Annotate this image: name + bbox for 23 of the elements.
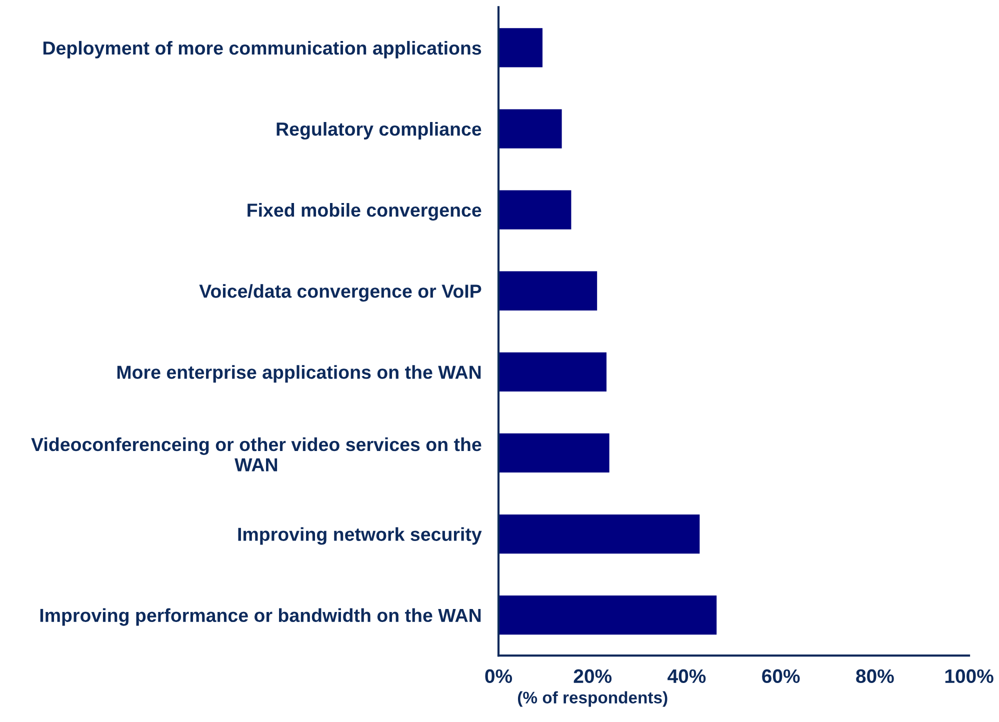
x-tick-label: 80% (856, 669, 894, 684)
bar (498, 432, 611, 474)
y-tick-label: Improving performance or bandwidth on the WAN (40, 608, 481, 626)
x-tick-label: 100% (945, 669, 994, 684)
y-tick-label: Fixed mobile convergence (248, 203, 482, 221)
y-tick-label: Voice/data convergence or VoIP (199, 284, 482, 302)
bar (498, 350, 608, 393)
x-tick-label: 60% (762, 669, 800, 684)
y-tick-label: Improving network security (238, 527, 482, 545)
bar (498, 188, 573, 231)
y-tick-label: Deployment of more communication applications (43, 40, 482, 58)
x-axis-title: (% of respondents) (518, 691, 668, 707)
bar (498, 108, 564, 150)
x-tick-label: 40% (668, 669, 706, 684)
y-tick-label: More enterprise applications on the WAN (117, 365, 481, 383)
x-tick-label: 20% (574, 669, 612, 684)
y-tick-label: Regulatory compliance (276, 122, 482, 140)
bar (498, 270, 598, 312)
bar (498, 513, 702, 555)
x-tick-label: 0% (485, 669, 512, 684)
bar (498, 26, 544, 69)
y-tick-label: Videoconferenceing or other video services on the WAN (31, 437, 482, 472)
bar (498, 594, 718, 636)
